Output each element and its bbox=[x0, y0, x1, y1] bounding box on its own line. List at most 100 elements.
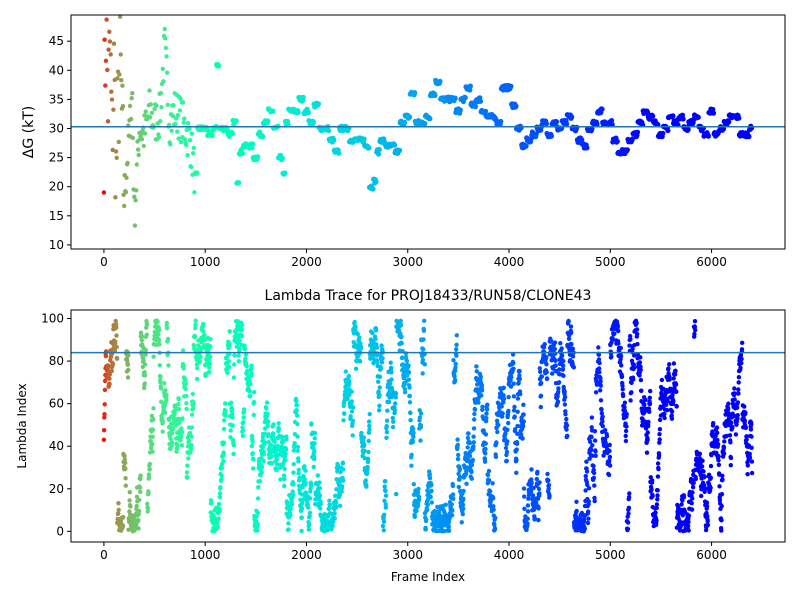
x-tick-label: 1000 bbox=[190, 255, 221, 269]
lambda-point bbox=[317, 480, 322, 485]
lambda-point bbox=[525, 509, 531, 514]
lambda-point bbox=[139, 338, 144, 343]
lambda-point bbox=[102, 412, 107, 417]
lambda-point bbox=[539, 380, 544, 386]
lambda-point bbox=[327, 503, 332, 508]
lambda-point bbox=[241, 420, 246, 425]
lambda-point bbox=[609, 354, 614, 359]
delta-g-point bbox=[103, 58, 109, 63]
lambda-point bbox=[350, 405, 356, 410]
lambda-point bbox=[453, 368, 458, 373]
delta-g-point bbox=[104, 17, 109, 22]
lambda-point bbox=[645, 437, 650, 443]
lambda-point bbox=[603, 428, 608, 433]
lambda-point bbox=[411, 426, 416, 432]
lambda-point bbox=[217, 494, 222, 500]
lambda-point bbox=[418, 423, 424, 428]
lambda-point bbox=[559, 353, 565, 358]
lambda-point bbox=[299, 515, 304, 520]
lambda-points bbox=[101, 318, 755, 534]
y-tick-label: 45 bbox=[49, 34, 64, 48]
lambda-point bbox=[620, 383, 625, 388]
delta-g-point bbox=[599, 106, 605, 112]
lambda-point bbox=[476, 400, 481, 405]
lambda-point bbox=[669, 416, 675, 421]
lambda-point bbox=[515, 409, 520, 414]
lambda-point bbox=[291, 470, 296, 475]
delta-g-point bbox=[130, 135, 136, 141]
lambda-point bbox=[536, 506, 541, 511]
lambda-point bbox=[690, 485, 696, 490]
lambda-point bbox=[407, 393, 412, 399]
lambda-point bbox=[178, 435, 184, 440]
lambda-point bbox=[503, 431, 508, 436]
lambda-point bbox=[565, 433, 570, 438]
x-tick-label: 6000 bbox=[696, 548, 727, 562]
lambda-point bbox=[519, 432, 524, 437]
lambda-point bbox=[239, 327, 245, 333]
lambda-point bbox=[297, 483, 302, 489]
lambda-point bbox=[230, 415, 235, 420]
lambda-point bbox=[521, 419, 526, 424]
lambda-point bbox=[691, 480, 696, 485]
lambda-point bbox=[382, 484, 387, 489]
lambda-point bbox=[557, 367, 562, 372]
lambda-point bbox=[207, 365, 212, 370]
lambda-point bbox=[544, 376, 550, 381]
lambda-point bbox=[208, 337, 213, 342]
delta-g-x-ticks: 0 1000 2000 3000 4000 5000 6000 bbox=[100, 249, 727, 269]
lambda-point bbox=[399, 334, 404, 339]
lambda-point bbox=[303, 468, 308, 473]
lambda-point bbox=[716, 462, 722, 467]
lambda-point bbox=[383, 488, 388, 494]
lambda-point bbox=[501, 396, 507, 401]
lambda-point bbox=[719, 518, 724, 523]
lambda-point bbox=[607, 454, 613, 460]
lambda-point bbox=[157, 363, 162, 368]
lambda-point bbox=[259, 470, 264, 475]
lambda-point bbox=[299, 528, 304, 534]
lambda-point bbox=[449, 502, 454, 507]
lambda-point bbox=[312, 436, 317, 441]
lambda-point bbox=[671, 399, 676, 404]
lambda-point bbox=[460, 502, 466, 507]
lambda-point bbox=[170, 431, 175, 436]
lambda-point bbox=[229, 400, 234, 405]
lambda-point bbox=[620, 387, 625, 392]
delta-g-point bbox=[305, 109, 311, 115]
y-tick-label: 20 bbox=[49, 482, 64, 496]
lambda-point bbox=[517, 373, 522, 378]
delta-g-point bbox=[695, 114, 701, 120]
lambda-point bbox=[472, 407, 478, 412]
lambda-point bbox=[479, 393, 484, 398]
lambda-point bbox=[406, 363, 411, 368]
lambda-point bbox=[459, 520, 464, 525]
lambda-point bbox=[592, 495, 597, 501]
lambda-point bbox=[472, 411, 477, 417]
delta-g-point bbox=[564, 121, 570, 127]
lambda-point bbox=[249, 371, 254, 376]
lambda-point bbox=[564, 423, 570, 428]
lambda-point bbox=[586, 486, 592, 491]
lambda-point bbox=[402, 386, 408, 392]
lambda-point bbox=[136, 508, 142, 514]
lambda-point bbox=[239, 334, 244, 339]
delta-g-point bbox=[366, 145, 372, 151]
lambda-point bbox=[454, 333, 459, 338]
delta-g-point bbox=[533, 131, 539, 137]
lambda-point bbox=[189, 446, 194, 451]
lambda-point bbox=[241, 415, 246, 420]
lambda-point bbox=[624, 424, 629, 429]
lambda-point bbox=[689, 507, 695, 512]
lambda-point bbox=[625, 526, 631, 532]
lambda-point bbox=[168, 436, 173, 442]
lambda-point bbox=[529, 477, 534, 482]
lambda-point bbox=[170, 427, 176, 432]
lambda-point bbox=[588, 448, 594, 453]
lambda-point bbox=[221, 440, 226, 445]
delta-g-point bbox=[139, 137, 145, 142]
lambda-point bbox=[422, 318, 427, 323]
delta-g-point bbox=[147, 115, 153, 120]
lambda-point bbox=[479, 388, 485, 393]
lambda-point bbox=[625, 520, 631, 525]
